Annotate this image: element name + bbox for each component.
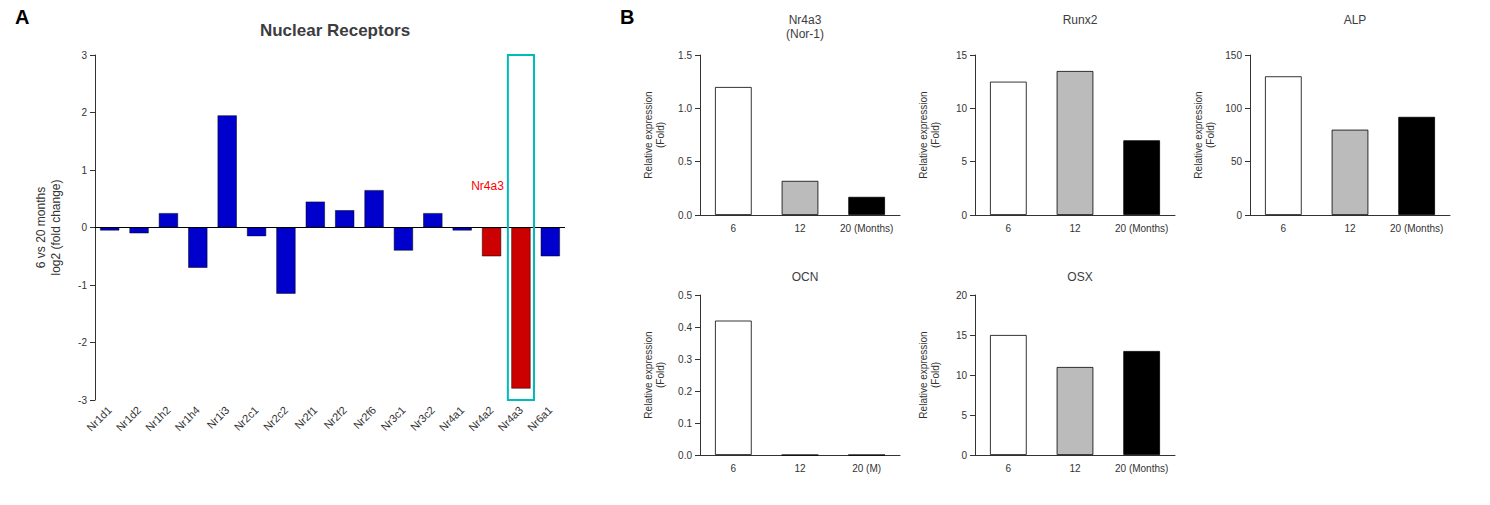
svg-text:Relative expression: Relative expression: [643, 331, 654, 418]
svg-text:12: 12: [1069, 223, 1081, 234]
svg-text:A: A: [15, 6, 29, 28]
svg-text:(Fold): (Fold): [930, 122, 941, 148]
svg-text:Nr4a1: Nr4a1: [437, 404, 467, 434]
svg-text:OCN: OCN: [792, 270, 819, 284]
svg-text:0.2: 0.2: [678, 386, 692, 397]
svg-text:(Fold): (Fold): [655, 362, 666, 388]
svg-text:(Fold): (Fold): [930, 362, 941, 388]
svg-text:12: 12: [1344, 223, 1356, 234]
svg-text:Nr1h2: Nr1h2: [143, 404, 173, 434]
svg-text:Nr4a2: Nr4a2: [466, 404, 496, 434]
svg-text:6: 6: [1281, 223, 1287, 234]
svg-text:Nr1h4: Nr1h4: [172, 404, 202, 434]
svg-text:Runx2: Runx2: [1063, 13, 1098, 27]
svg-text:Nr4a3: Nr4a3: [789, 13, 822, 27]
svg-text:100: 100: [1225, 103, 1242, 114]
svg-text:0.1: 0.1: [678, 418, 692, 429]
svg-text:Nr1d1: Nr1d1: [84, 404, 114, 434]
svg-text:15: 15: [956, 330, 968, 341]
svg-text:20: 20: [956, 290, 968, 301]
svg-text:1.0: 1.0: [678, 103, 692, 114]
svg-text:0.3: 0.3: [678, 354, 692, 365]
svg-text:6: 6: [1006, 463, 1012, 474]
svg-text:0.0: 0.0: [678, 450, 692, 461]
svg-text:Nr2c1: Nr2c1: [232, 404, 261, 433]
svg-text:50: 50: [1231, 156, 1243, 167]
svg-text:Nr2c2: Nr2c2: [261, 404, 290, 433]
svg-text:20 (Months): 20 (Months): [1115, 463, 1168, 474]
svg-text:ALP: ALP: [1344, 13, 1367, 27]
svg-text:Relative expression: Relative expression: [643, 91, 654, 178]
svg-text:Nr1i3: Nr1i3: [204, 404, 231, 431]
svg-text:log2 (fold change): log2 (fold change): [49, 179, 63, 275]
svg-text:(Fold): (Fold): [655, 122, 666, 148]
svg-text:5: 5: [961, 410, 967, 421]
svg-text:0.5: 0.5: [678, 290, 692, 301]
svg-text:6 vs 20 months: 6 vs 20 months: [34, 187, 48, 268]
svg-text:6: 6: [731, 223, 737, 234]
svg-text:0: 0: [961, 210, 967, 221]
svg-text:150: 150: [1225, 50, 1242, 61]
svg-text:2: 2: [81, 107, 87, 118]
svg-text:Nr4a3: Nr4a3: [471, 179, 504, 193]
svg-text:0: 0: [81, 222, 87, 233]
svg-text:12: 12: [1069, 463, 1081, 474]
svg-text:5: 5: [961, 156, 967, 167]
svg-text:20 (Months): 20 (Months): [1115, 223, 1168, 234]
svg-text:6: 6: [1006, 223, 1012, 234]
svg-text:Relative expression: Relative expression: [1193, 91, 1204, 178]
svg-text:1.5: 1.5: [678, 50, 692, 61]
svg-text:Nr6a1: Nr6a1: [525, 404, 555, 434]
svg-text:10: 10: [956, 370, 968, 381]
svg-text:(Nor-1): (Nor-1): [786, 27, 824, 41]
svg-text:12: 12: [794, 463, 806, 474]
svg-text:-3: -3: [78, 395, 87, 406]
svg-text:0.5: 0.5: [678, 156, 692, 167]
svg-text:Nr3c1: Nr3c1: [378, 404, 407, 433]
svg-text:-2: -2: [78, 337, 87, 348]
svg-text:Relative expression: Relative expression: [918, 331, 929, 418]
svg-text:0.0: 0.0: [678, 210, 692, 221]
svg-text:0.4: 0.4: [678, 322, 692, 333]
svg-text:0: 0: [1236, 210, 1242, 221]
svg-text:Nr2f6: Nr2f6: [351, 404, 378, 431]
svg-text:12: 12: [794, 223, 806, 234]
svg-text:20 (M): 20 (M): [852, 463, 881, 474]
svg-text:15: 15: [956, 50, 968, 61]
svg-text:OSX: OSX: [1067, 270, 1092, 284]
svg-text:20 (Months): 20 (Months): [840, 223, 893, 234]
svg-text:20 (Months): 20 (Months): [1390, 223, 1443, 234]
svg-text:Nuclear Receptors: Nuclear Receptors: [260, 21, 410, 40]
svg-text:Nr4a3: Nr4a3: [496, 404, 526, 434]
svg-text:3: 3: [81, 50, 87, 61]
svg-text:Nr2f2: Nr2f2: [321, 404, 348, 431]
svg-text:10: 10: [956, 103, 968, 114]
svg-text:Nr2f1: Nr2f1: [292, 404, 319, 431]
svg-text:Relative expression: Relative expression: [918, 91, 929, 178]
svg-text:6: 6: [731, 463, 737, 474]
svg-text:1: 1: [81, 165, 87, 176]
svg-text:0: 0: [961, 450, 967, 461]
svg-text:B: B: [620, 6, 634, 28]
svg-text:Nr3c2: Nr3c2: [408, 404, 437, 433]
svg-text:(Fold): (Fold): [1205, 122, 1216, 148]
svg-text:Nr1d2: Nr1d2: [114, 404, 144, 434]
svg-text:-1: -1: [78, 280, 87, 291]
